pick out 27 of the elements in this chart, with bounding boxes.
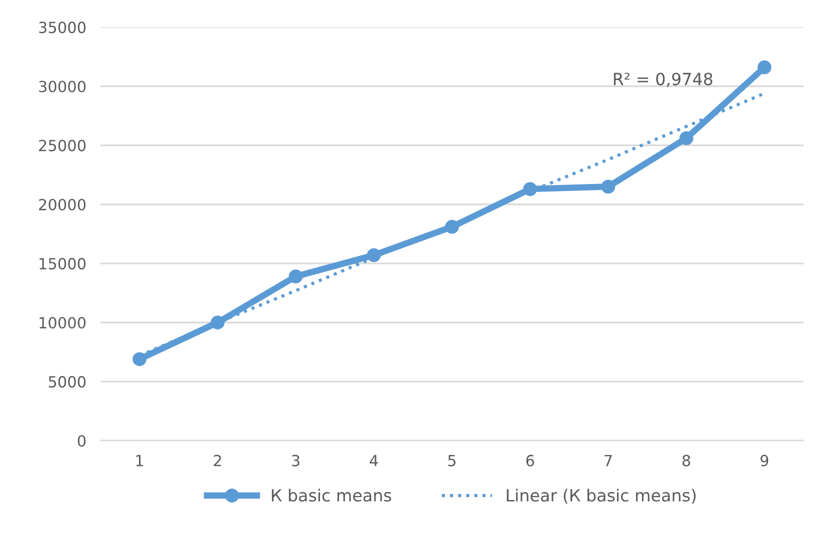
x-tick-label: 8	[682, 454, 690, 466]
y-tick-label: 20000	[39, 198, 86, 210]
point	[132, 352, 146, 366]
legend-label: К basic means	[272, 488, 392, 502]
point	[366, 248, 381, 262]
x-tick-label: 3	[292, 454, 300, 466]
y-tick-label: 10000	[40, 316, 86, 329]
annotation: R² = 0,9748	[614, 72, 712, 88]
x-tick-label: 5	[448, 455, 456, 466]
x-tick-label: 2	[214, 454, 221, 466]
x-tick-label: 9	[760, 454, 768, 466]
y-tick-label: 5000	[48, 376, 86, 388]
y-tick-label: 0	[78, 435, 86, 447]
point	[758, 60, 772, 74]
y-tick-label: 25000	[39, 140, 86, 152]
y-tick-label: 15000	[40, 258, 86, 270]
point	[679, 131, 694, 146]
legend-label: Linear (К basic means)	[506, 488, 696, 504]
x-tick-label: 4	[370, 455, 378, 466]
y-tick-label: 30000	[39, 80, 86, 92]
point	[523, 182, 538, 196]
x-tick-label: 6	[526, 454, 534, 466]
x-tick-label: 1	[136, 455, 143, 466]
y-tick-label: 35000	[39, 22, 86, 34]
point	[601, 180, 616, 194]
x-tick-label: 7	[604, 455, 612, 466]
point	[288, 270, 303, 284]
